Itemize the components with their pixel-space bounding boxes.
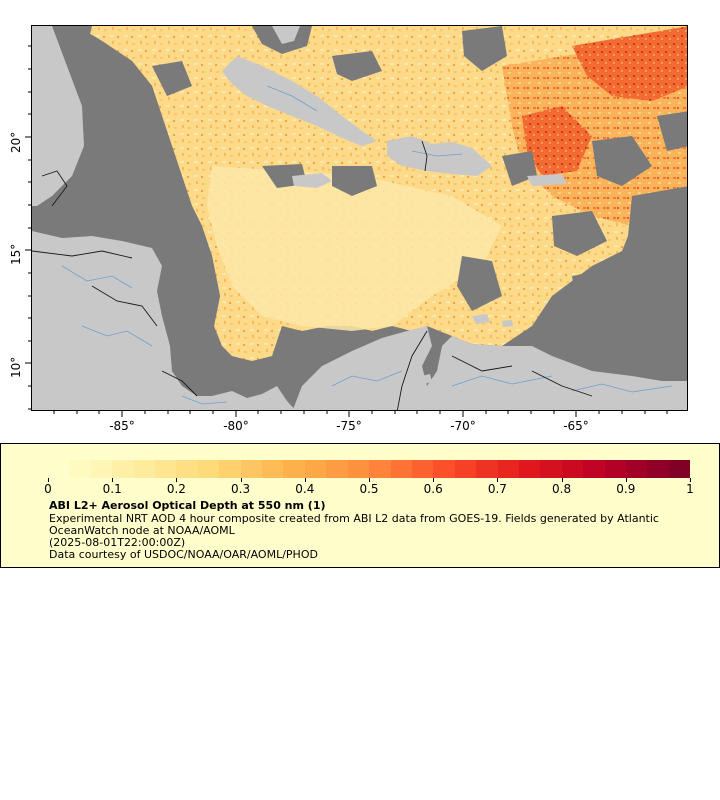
colorbar-segment [283,460,305,478]
latitude-label: 10° [9,356,23,378]
land-small-islands [422,314,513,384]
colorbar-tick [176,478,178,482]
land-florida [272,26,300,44]
map-axes [25,45,668,417]
colorbar-segment [155,460,177,478]
legend-title: ABI L2+ Aerosol Optical Depth at 550 nm … [49,499,326,512]
colorbar-segment [540,460,562,478]
colorbar-tick-label: 0.7 [487,482,507,496]
colorbar-segment [497,460,519,478]
colorbar-tick-label: 0.5 [359,482,379,496]
aod-field-light [207,166,502,331]
colorbar-segment [454,460,477,478]
colorbar-tick [304,478,306,482]
colorbar-segment [262,460,284,478]
colorbar-segment [90,460,113,478]
legend-time: (2025-08-01T22:00:00Z) [49,536,186,549]
legend-credit: Data courtesy of USDOC/NOAA/OAR/AOML/PHO… [49,548,318,561]
legend-panel: ABI L2+ Aerosol Optical Depth at 550 nm … [0,443,720,568]
map-area[interactable] [31,25,688,411]
colorbar-tick-label: 1 [686,482,694,496]
colorbar-segment [668,460,691,478]
colorbar-segment [133,460,156,478]
longitude-label: -70° [450,419,476,433]
colorbar-segment [390,460,412,478]
land-puerto-rico [527,174,567,186]
colorbar-tick [690,478,691,482]
aod-field-red-2 [522,106,592,176]
colorbar-tick-label: 0.1 [102,482,122,496]
colorbar-segment [219,460,241,478]
colorbar-segment [476,460,498,478]
latitude-label: 20° [9,131,23,153]
colorbar-tick [497,478,499,482]
colorbar-segment [69,460,91,478]
rivers [61,85,673,405]
legend-description: Experimental NRT AOD 4 hour composite cr… [49,512,659,537]
land-south-america [292,326,687,410]
longitude-label: -65° [563,419,589,433]
colorbar-tick [369,478,370,482]
colorbar-tick-label: 0.8 [552,482,572,496]
colorbar-tick [112,478,114,482]
colorbar-tick-label: 0 [44,482,52,496]
longitude-label: -85° [109,419,135,433]
no-data-gaps [52,26,687,326]
longitude-label: -80° [223,419,249,433]
colorbar-tick-label: 0.2 [166,482,186,496]
colorbar-segment [48,460,70,478]
colorbar-tick [48,478,49,482]
country-borders [32,140,593,410]
colorbar-tick-label: 0.6 [423,482,443,496]
colorbar-segment [647,460,669,478]
colorbar-segment [326,460,348,478]
colorbar-segment [561,460,584,478]
colorbar-segment [304,460,327,478]
colorbar-segment [583,460,605,478]
colorbar-tick [625,478,627,482]
colorbar-segment [433,460,455,478]
colorbar [48,460,691,478]
colorbar-segment [604,460,626,478]
colorbar-segment [411,460,434,478]
colorbar-tick-label: 0.4 [295,482,315,496]
aod-map [32,26,687,410]
colorbar-tick [561,478,563,482]
land-central-america [32,26,296,410]
land-cuba [222,56,377,146]
colorbar-segment [240,460,263,478]
colorbar-segment [197,460,220,478]
aod-field-red [572,26,687,101]
colorbar-tick-label: 0.9 [616,482,636,496]
colorbar-segment [369,460,391,478]
colorbar-segment [625,460,648,478]
colorbar-segment [112,460,134,478]
colorbar-tick [240,478,242,482]
land-jamaica [292,173,332,188]
colorbar-tick-label: 0.3 [231,482,251,496]
colorbar-tick [433,478,435,482]
longitude-label: -75° [336,419,362,433]
colorbar-segment [347,460,370,478]
latitude-label: 15° [9,243,23,265]
colorbar-segment [176,460,198,478]
colorbar-segment [518,460,541,478]
